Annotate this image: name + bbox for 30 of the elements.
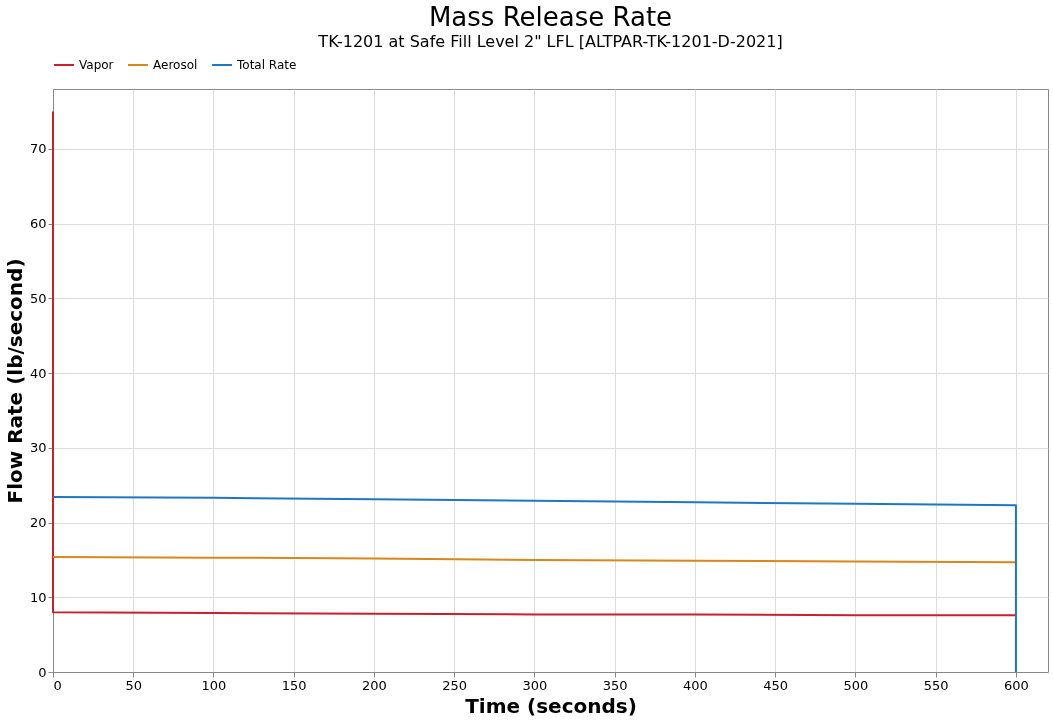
y-tick-label: 30 [29, 440, 47, 456]
y-tick-label: 20 [29, 515, 47, 531]
x-tick-label: 0 [53, 677, 62, 693]
x-tick-label: 350 [602, 677, 628, 693]
legend-label: Aerosol [153, 58, 198, 72]
x-tick-label: 200 [362, 677, 387, 693]
x-tick-label: 550 [923, 677, 949, 693]
x-tick-label: 50 [125, 677, 143, 693]
x-tick-label: 250 [442, 677, 468, 693]
legend-label: Total Rate [236, 58, 297, 72]
y-tick-label: 60 [29, 216, 47, 232]
x-tick-label: 300 [522, 677, 548, 693]
y-tick-label: 50 [29, 290, 47, 306]
y-tick-label: 40 [29, 365, 47, 381]
x-tick-label: 150 [281, 677, 307, 693]
y-tick-label: 0 [38, 664, 47, 680]
y-axis-title: Flow Rate (lb/second) [2, 258, 27, 504]
x-tick-label: 450 [763, 677, 789, 693]
x-tick-label: 600 [1003, 677, 1029, 693]
chart-subtitle: TK-1201 at Safe Fill Level 2" LFL [ALTPAR-TK-1201-D-2021] [317, 32, 783, 51]
x-axis-title: Time (seconds) [465, 693, 637, 718]
y-tick-label: 70 [29, 141, 47, 157]
y-tick-label: 10 [29, 589, 47, 605]
chart-title: Mass Release Rate [428, 2, 673, 32]
x-tick-label: 100 [201, 677, 227, 693]
line-series [52, 496, 1017, 673]
x-tick-label: 400 [683, 677, 708, 693]
legend-label: Vapor [79, 58, 114, 72]
x-tick-label: 500 [843, 677, 869, 693]
line-series [52, 110, 1017, 617]
